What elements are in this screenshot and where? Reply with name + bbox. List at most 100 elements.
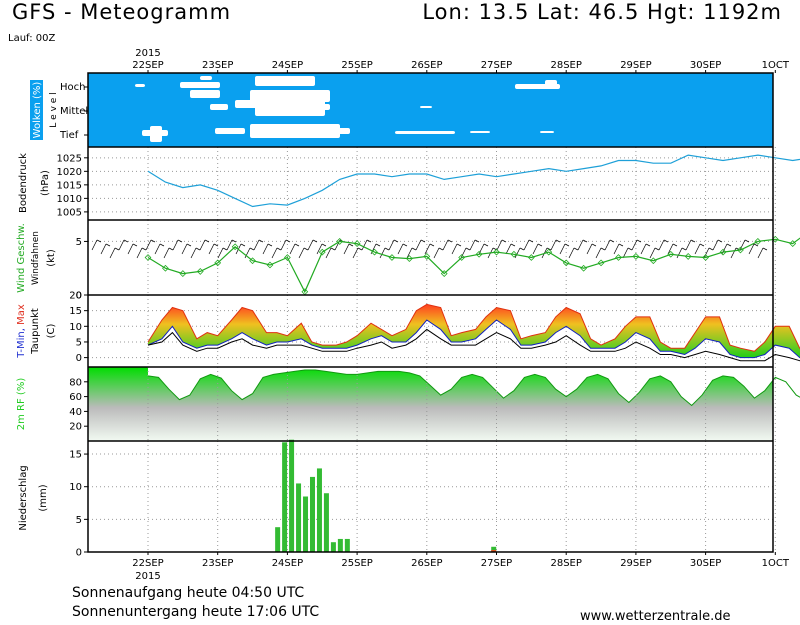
clouds-clear-patch <box>190 90 220 98</box>
y-tick-label: 10 <box>69 482 82 493</box>
wind-series-label: Wind Geschw. <box>16 223 27 293</box>
wind-barb <box>388 239 395 251</box>
wind-speed-point <box>144 254 152 261</box>
temp-min-line <box>147 319 800 359</box>
wind-barb-flag <box>312 239 318 243</box>
wind-barb-flag <box>744 239 750 243</box>
wind-speed-point <box>440 270 448 277</box>
x-tick-label-bottom: 26SEP <box>411 558 442 569</box>
wind-speed-point <box>615 254 622 261</box>
dew-point-line <box>147 328 800 362</box>
wind-barb-flag <box>267 243 273 247</box>
wind-barb-flag <box>564 243 570 247</box>
x-tick-label-top: 29SEP <box>620 60 651 71</box>
wind-barb <box>649 247 656 259</box>
wind-barb-flag <box>582 239 588 243</box>
clouds-label-bg <box>30 80 43 140</box>
wind-barb-flag <box>762 247 768 251</box>
wind-barb <box>757 247 764 259</box>
wind-barb-flag <box>753 243 759 247</box>
wind-barb <box>145 239 152 251</box>
wind-barb-flag <box>114 247 120 251</box>
cloud-level-label: Hoch <box>60 82 85 93</box>
y-tick-label: 40 <box>69 407 82 418</box>
x-tick-label-top: 22SEP <box>132 60 163 71</box>
precip-bar <box>309 476 315 552</box>
y-tick-label: 0 <box>76 353 82 364</box>
x-tick-label-bottom: 25SEP <box>341 558 372 569</box>
wind-speed-point <box>214 259 222 267</box>
wind-speed-point <box>649 257 657 265</box>
wind-speed-point <box>562 259 570 267</box>
clouds-clear-patch <box>250 124 340 138</box>
precip-bar <box>296 483 302 552</box>
precip-bar <box>491 546 497 552</box>
temp-max-label: Max <box>16 304 27 328</box>
precip-bar <box>303 496 309 552</box>
wind-barb-flag <box>96 239 102 243</box>
wind-barb <box>676 247 683 259</box>
precip-unit: (mm) <box>38 484 49 511</box>
wind-barb <box>739 239 746 251</box>
wind-barb <box>118 239 125 251</box>
wind-barb <box>532 243 539 255</box>
wind-barb <box>469 239 476 251</box>
wind-barb <box>343 243 350 255</box>
wind-barb-flag <box>708 247 714 251</box>
wind-barb-flag <box>510 243 516 247</box>
wind-barb <box>109 247 116 259</box>
wind-speed-point <box>632 253 640 260</box>
clouds-clear-patch <box>395 131 455 134</box>
y-tick-label: 10 <box>69 322 82 333</box>
wind-barb-flag <box>483 243 489 247</box>
wind-barb <box>595 247 602 259</box>
wind-speed-point <box>388 254 396 261</box>
y-tick-label: 1010 <box>57 194 82 205</box>
wind-barb-flag <box>420 239 426 243</box>
precip-bar-red <box>491 550 497 552</box>
wind-barb-flag <box>195 247 201 251</box>
wind-speed-point <box>475 250 483 258</box>
pressure-ylabel: Bodendruck <box>18 153 29 213</box>
wind-barb-flag <box>447 239 453 243</box>
wind-barb-flag <box>618 243 624 247</box>
wind-speed-point <box>249 257 256 265</box>
wind-barb-flag <box>177 239 183 243</box>
wind-barb <box>604 239 611 251</box>
wind-unit: (kt) <box>46 249 57 267</box>
wind-barb <box>397 243 404 255</box>
wind-speed-point <box>353 240 361 247</box>
model-run: Lauf: 00Z <box>8 33 56 44</box>
wind-barb <box>298 247 305 259</box>
wind-barb <box>658 239 665 251</box>
wind-speed-point <box>266 261 274 269</box>
wind-barb-flag <box>555 239 561 243</box>
wind-speed-point <box>667 250 675 258</box>
wind-speed-point <box>162 264 169 272</box>
y-tick-label: 0 <box>76 548 82 559</box>
wind-barb-flag <box>393 239 399 243</box>
precip-bar <box>337 538 343 552</box>
wind-barb <box>352 247 359 259</box>
pressure-line <box>147 154 800 208</box>
wind-barb-flag <box>690 239 696 243</box>
chart-title: GFS - Meteogramm <box>12 0 232 24</box>
wind-barb-flag <box>672 243 678 247</box>
wind-barb-flag <box>591 243 597 247</box>
wind-barb <box>712 239 719 251</box>
cloud-level-label: Tief <box>59 130 79 141</box>
humidity-ylabel: 2m RF (%) <box>16 378 27 431</box>
x-tick-label-top: 1OCT <box>762 60 790 71</box>
dew-point-ylabel: Taupunkt <box>30 308 41 355</box>
wind-barb-flag <box>222 247 228 251</box>
wind-barb <box>91 239 98 251</box>
clouds-clear-patch <box>142 130 168 136</box>
wind-barb-flag <box>474 239 480 243</box>
x-tick-label-top: 30SEP <box>690 60 721 71</box>
wind-barb-flag <box>375 243 381 247</box>
wind-barb <box>208 243 215 255</box>
y-tick-label: 80 <box>69 377 82 388</box>
wind-barb-flag <box>600 247 606 251</box>
clouds-clear-patch <box>210 104 228 110</box>
wind-barb-flag <box>636 239 642 243</box>
